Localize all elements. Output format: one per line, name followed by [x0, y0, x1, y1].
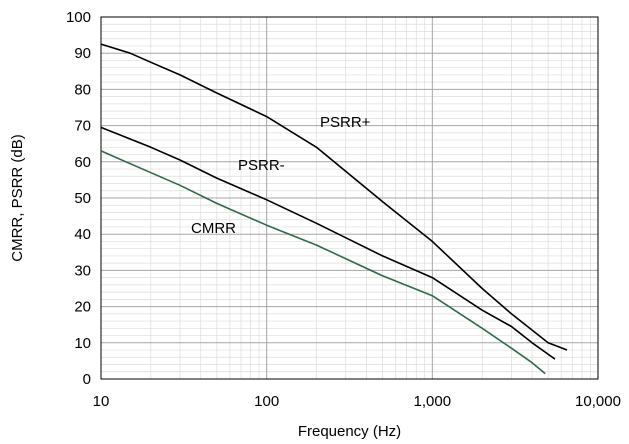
- series-label: PSRR+: [320, 114, 371, 131]
- y-tick-label: 100: [66, 9, 91, 26]
- y-tick-labels: 0 10 20 30 40 50 60 70 80 90 100: [66, 9, 91, 388]
- x-tick-label: 10: [93, 393, 110, 410]
- y-tick-label: 70: [74, 118, 91, 135]
- series-line-psrr-plus: [100, 43, 568, 351]
- y-tick-label: 80: [74, 81, 91, 98]
- major-gridlines: [100, 16, 599, 380]
- x-axis-title: Frequency (Hz): [298, 423, 401, 440]
- series-labels: PSRR+ PSRR- CMRR: [191, 114, 371, 237]
- y-axis-title: CMRR, PSRR (dB): [9, 134, 26, 262]
- y-tick-label: 60: [74, 154, 91, 171]
- series-line-psrr-minus: [100, 126, 556, 360]
- series-label: CMRR: [191, 220, 236, 237]
- x-tick-label: 100: [254, 393, 279, 410]
- y-tick-label: 30: [74, 262, 91, 279]
- y-tick-label: 10: [74, 335, 91, 352]
- y-tick-label: 50: [74, 190, 91, 207]
- y-tick-label: 0: [83, 371, 91, 388]
- y-tick-label: 90: [74, 45, 91, 62]
- x-tick-labels: 10 100 1,000 10,000: [93, 393, 621, 410]
- plot-area-frame: [100, 16, 599, 380]
- series-layer: [100, 43, 568, 375]
- x-tick-label: 10,000: [575, 393, 621, 410]
- series-label: PSRR-: [238, 157, 285, 174]
- y-tick-label: 20: [74, 299, 91, 316]
- series-line-cmrr: [100, 150, 546, 375]
- y-tick-label: 40: [74, 226, 91, 243]
- x-tick-label: 1,000: [414, 393, 452, 410]
